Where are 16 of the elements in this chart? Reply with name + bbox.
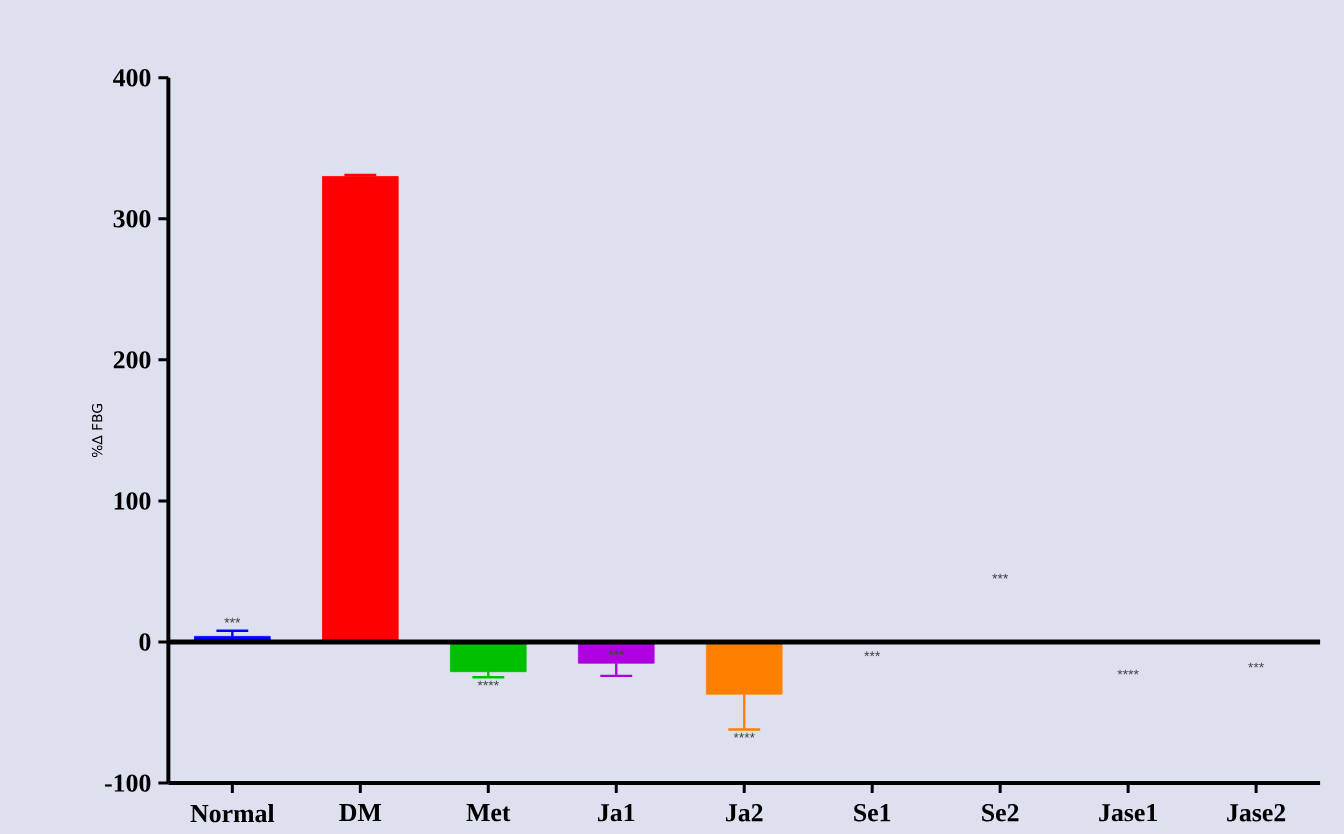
x-tick-label: Jase1 bbox=[1099, 803, 1157, 821]
x-tick-label: DM bbox=[339, 803, 382, 821]
y-tick-label: 400 bbox=[113, 68, 151, 86]
y-tick-label: 200 bbox=[113, 350, 151, 369]
x-tick-label: Se2 bbox=[982, 803, 1019, 821]
x-tick-label: Met bbox=[466, 803, 511, 821]
x-tick-label: Ja1 bbox=[598, 803, 635, 821]
y-tick-label: 0 bbox=[139, 632, 151, 651]
y-tick-label: -100 bbox=[105, 773, 151, 792]
bar bbox=[322, 175, 399, 642]
x-tick-label: Se1 bbox=[854, 803, 891, 821]
y-tick-label: 300 bbox=[113, 209, 151, 228]
x-tick-label: Ja2 bbox=[726, 803, 763, 821]
y-tick-label: 100 bbox=[114, 491, 151, 510]
x-tick-label: Jase2 bbox=[1227, 803, 1286, 821]
x-tick-label: Normal bbox=[190, 803, 275, 822]
